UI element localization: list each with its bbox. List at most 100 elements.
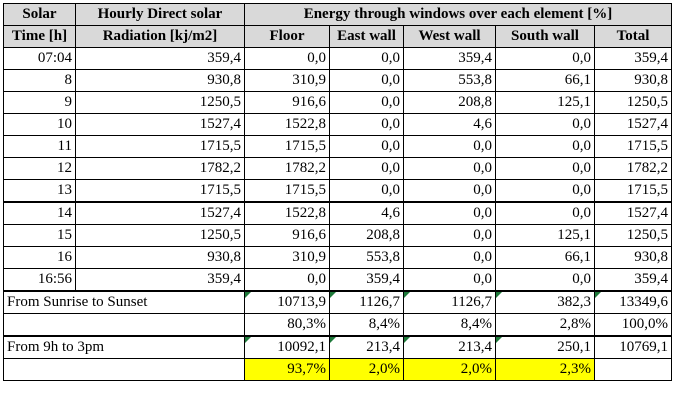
cell-south: 0,0 (495, 135, 595, 158)
cell-floor: 310,9 (244, 246, 330, 269)
midday-west-pct: 2,0% (403, 358, 496, 381)
cell-total: 930,8 (594, 69, 672, 92)
header-time: Time [h] (3, 25, 76, 48)
cell-time: 16 (3, 246, 76, 269)
cell-time: 16:56 (3, 268, 76, 292)
cell-radiation: 1250,5 (75, 224, 245, 247)
cell-east: 0,0 (329, 47, 404, 70)
cell-time: 9 (3, 91, 76, 114)
table-row: 9 1250,5 916,6 0,0 208,8 125,1 1250,5 (3, 91, 672, 114)
cell-west: 0,0 (403, 201, 496, 225)
sunrise-floor-pct: 80,3% (244, 313, 330, 337)
energy-table: Solar Hourly Direct solar Energy through… (3, 3, 672, 381)
cell-time: 14 (3, 201, 76, 225)
cell-time: 07:04 (3, 47, 76, 70)
cell-south: 66,1 (495, 69, 595, 92)
header-east: East wall (329, 25, 404, 48)
table-row: 07:04 359,4 0,0 0,0 359,4 0,0 359,4 (3, 47, 672, 70)
cell-floor: 310,9 (244, 69, 330, 92)
cell-west: 359,4 (403, 47, 496, 70)
midday-east: 213,4 (329, 335, 404, 359)
summary-label-sunrise: From Sunrise to Sunset (3, 290, 245, 314)
sunrise-south-pct: 2,8% (495, 313, 595, 337)
cell-east: 0,0 (329, 135, 404, 158)
cell-west: 208,8 (403, 91, 496, 114)
table-row: 10 1527,4 1522,8 0,0 4,6 0,0 1527,4 (3, 113, 672, 136)
cell-total: 1250,5 (594, 91, 672, 114)
cell-floor: 0,0 (244, 47, 330, 70)
cell-east: 0,0 (329, 113, 404, 136)
cell-floor: 0,0 (244, 268, 330, 292)
cell-west: 0,0 (403, 179, 496, 203)
cell-south: 0,0 (495, 113, 595, 136)
midday-west: 213,4 (403, 335, 496, 359)
cell-time: 11 (3, 135, 76, 158)
cell-east: 4,6 (329, 201, 404, 225)
cell-total: 1527,4 (594, 113, 672, 136)
midday-floor: 10092,1 (244, 335, 330, 359)
sunrise-south: 382,3 (495, 290, 595, 314)
empty-cell (3, 313, 245, 337)
midday-floor-pct: 93,7% (244, 358, 330, 381)
summary-row-sunrise: From Sunrise to Sunset 10713,9 1126,7 11… (3, 290, 672, 314)
cell-total: 1527,4 (594, 201, 672, 225)
cell-time: 8 (3, 69, 76, 92)
cell-east: 0,0 (329, 69, 404, 92)
cell-east: 0,0 (329, 157, 404, 180)
cell-floor: 1715,5 (244, 135, 330, 158)
header-total: Total (594, 25, 672, 48)
midday-total: 10769,1 (594, 335, 672, 359)
midday-south: 250,1 (495, 335, 595, 359)
cell-west: 553,8 (403, 69, 496, 92)
cell-radiation: 930,8 (75, 69, 245, 92)
summary-row-midday: From 9h to 3pm 10092,1 213,4 213,4 250,1… (3, 335, 672, 359)
cell-east: 0,0 (329, 91, 404, 114)
cell-radiation: 1715,5 (75, 179, 245, 203)
cell-total: 1782,2 (594, 157, 672, 180)
cell-radiation: 1782,2 (75, 157, 245, 180)
cell-south: 0,0 (495, 47, 595, 70)
sunrise-total-pct: 100,0% (594, 313, 672, 337)
cell-radiation: 1527,4 (75, 201, 245, 225)
table-row: 12 1782,2 1782,2 0,0 0,0 0,0 1782,2 (3, 157, 672, 180)
cell-total: 359,4 (594, 268, 672, 292)
cell-radiation: 1715,5 (75, 135, 245, 158)
cell-radiation: 359,4 (75, 47, 245, 70)
cell-west: 4,6 (403, 113, 496, 136)
cell-radiation: 359,4 (75, 268, 245, 292)
cell-east: 0,0 (329, 179, 404, 203)
table-row: 8 930,8 310,9 0,0 553,8 66,1 930,8 (3, 69, 672, 92)
cell-south: 0,0 (495, 157, 595, 180)
sunrise-east-pct: 8,4% (329, 313, 404, 337)
cell-west: 0,0 (403, 224, 496, 247)
cell-floor: 916,6 (244, 224, 330, 247)
cell-radiation: 1250,5 (75, 91, 245, 114)
sunrise-west-pct: 8,4% (403, 313, 496, 337)
sunrise-floor: 10713,9 (244, 290, 330, 314)
cell-total: 1715,5 (594, 179, 672, 203)
header-radiation-1: Hourly Direct solar (75, 3, 245, 26)
header-south: South wall (495, 25, 595, 48)
table-row: 15 1250,5 916,6 208,8 0,0 125,1 1250,5 (3, 224, 672, 247)
cell-time: 13 (3, 179, 76, 203)
cell-floor: 1782,2 (244, 157, 330, 180)
cell-total: 930,8 (594, 246, 672, 269)
midday-east-pct: 2,0% (329, 358, 404, 381)
summary-row-sunrise-pct: 80,3% 8,4% 8,4% 2,8% 100,0% (3, 313, 672, 337)
sunrise-total: 13349,6 (594, 290, 672, 314)
cell-time: 15 (3, 224, 76, 247)
summary-row-midday-pct: 93,7% 2,0% 2,0% 2,3% (3, 358, 672, 381)
table-row: 13 1715,5 1715,5 0,0 0,0 0,0 1715,5 (3, 179, 672, 203)
summary-label-midday: From 9h to 3pm (3, 335, 245, 359)
cell-west: 0,0 (403, 135, 496, 158)
cell-south: 66,1 (495, 246, 595, 269)
header-row-2: Time [h] Radiation [kj/m2] Floor East wa… (3, 25, 672, 48)
header-floor: Floor (244, 25, 330, 48)
table-row: 16 930,8 310,9 553,8 0,0 66,1 930,8 (3, 246, 672, 269)
header-solar: Solar (3, 3, 76, 26)
cell-floor: 1715,5 (244, 179, 330, 203)
cell-south: 0,0 (495, 201, 595, 225)
cell-floor: 1522,8 (244, 201, 330, 225)
cell-floor: 916,6 (244, 91, 330, 114)
cell-south: 0,0 (495, 179, 595, 203)
